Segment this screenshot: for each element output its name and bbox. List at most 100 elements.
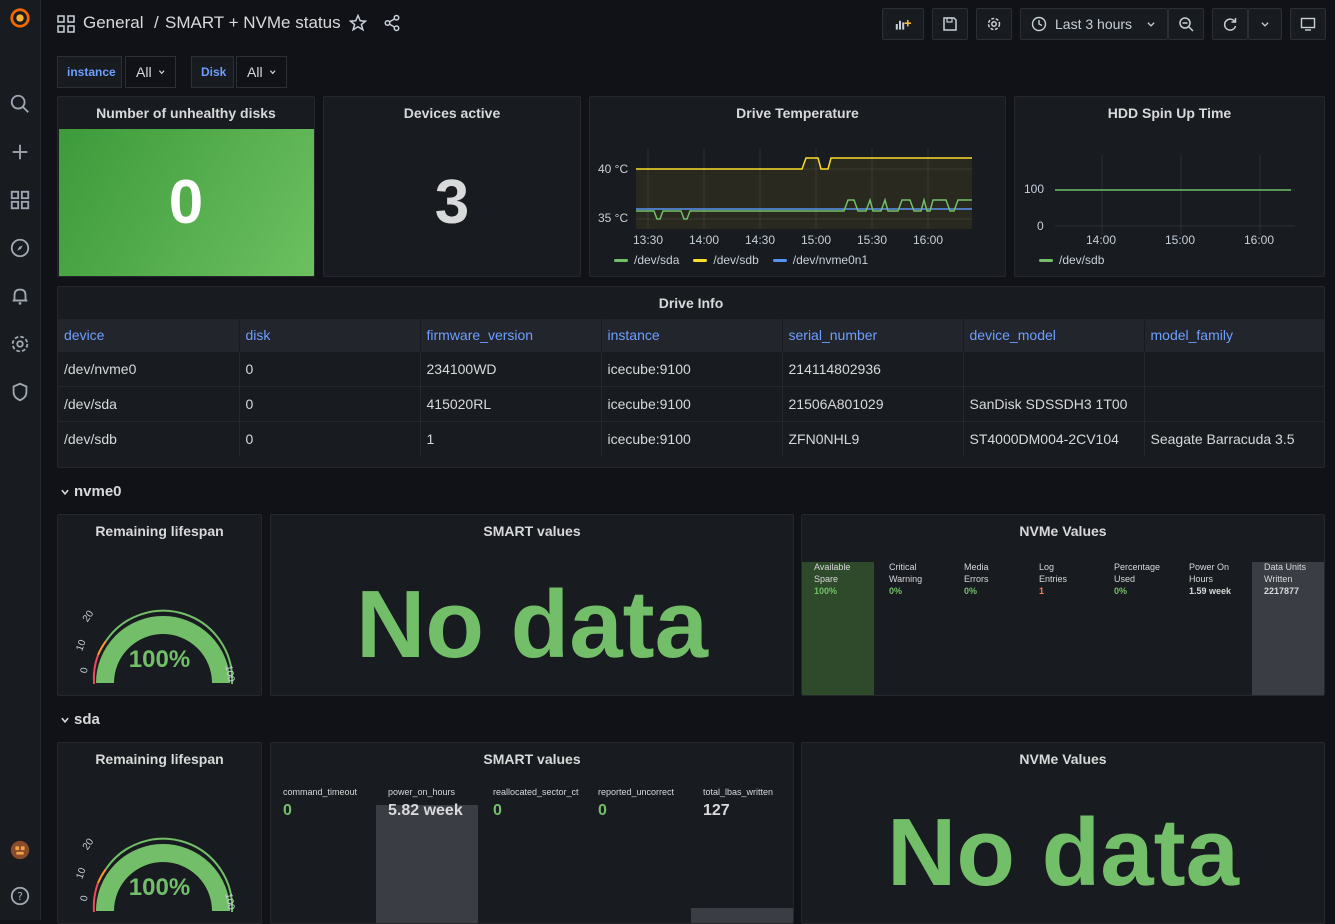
table-cell: ZFN0NHL9 bbox=[782, 420, 964, 456]
settings-gear-icon[interactable] bbox=[4, 328, 36, 360]
var-select-instance[interactable]: All bbox=[125, 56, 176, 88]
table-header-row: device disk firmware_version instance se… bbox=[58, 319, 1324, 351]
chevron-down-icon bbox=[1147, 22, 1155, 27]
x-tick-label: 13:30 bbox=[633, 233, 664, 247]
tv-mode-icon[interactable] bbox=[1290, 8, 1326, 40]
alerting-bell-icon[interactable] bbox=[4, 280, 36, 312]
table-cell: icecube:9100 bbox=[601, 420, 783, 456]
row-collapse-chevron-icon[interactable] bbox=[60, 715, 70, 725]
smart-stat: reallocated_sector_ct 0 bbox=[493, 787, 579, 819]
panel-title: Devices active bbox=[403, 105, 501, 121]
column-header[interactable]: model_family bbox=[1144, 319, 1324, 351]
nvme-stat: Critical Warning 0% bbox=[889, 562, 923, 596]
gauge-fill bbox=[96, 616, 230, 684]
x-axis: 13:30 14:00 14:30 15:00 15:30 16:00 bbox=[630, 233, 990, 249]
time-range-picker[interactable]: Last 3 hours bbox=[1020, 8, 1168, 40]
legend-item[interactable]: /dev/sdb bbox=[693, 253, 759, 267]
top-bar: General / SMART + NVMe status Last 3 hou… bbox=[41, 0, 1335, 48]
user-avatar[interactable] bbox=[4, 834, 36, 866]
smart-stat: total_lbas_written 127 bbox=[703, 787, 774, 819]
gauge bbox=[92, 837, 234, 913]
shield-icon[interactable] bbox=[4, 376, 36, 408]
var-select-disk[interactable]: All bbox=[236, 56, 287, 88]
chevron-down-icon bbox=[158, 70, 165, 75]
column-header[interactable]: device bbox=[58, 319, 240, 351]
column-header[interactable]: device_model bbox=[963, 319, 1145, 351]
panel-title: Number of unhealthy disks bbox=[96, 105, 276, 121]
row-collapse-chevron-icon[interactable] bbox=[60, 487, 70, 497]
y-tick-label: 35 °C bbox=[598, 211, 629, 225]
series-line-sda bbox=[636, 197, 972, 220]
panel-title: Drive Temperature bbox=[736, 105, 859, 121]
table-cell: icecube:9100 bbox=[601, 385, 783, 421]
smart-stat: reported_uncorrect 0 bbox=[598, 787, 675, 819]
grafana-logo-icon[interactable] bbox=[4, 2, 36, 34]
refresh-icon[interactable] bbox=[1212, 8, 1248, 40]
save-icon[interactable] bbox=[932, 8, 968, 40]
panel-remaining-lifespan-sda[interactable]: Remaining lifespan 0 10 20 100 100% bbox=[57, 742, 262, 924]
panel-devices-active[interactable]: Devices active 3 bbox=[323, 96, 581, 277]
panel-drive-temperature[interactable]: Drive Temperature 40 °C 35 °C 13:30 14:0… bbox=[589, 96, 1006, 277]
var-label-disk: Disk bbox=[191, 56, 234, 88]
table-cell: 21506A801029 bbox=[782, 385, 964, 421]
x-tick-label: 14:00 bbox=[689, 233, 720, 247]
y-tick-label: 0 bbox=[1037, 219, 1044, 233]
panel-nvme-values-nvme0[interactable]: NVMe Values Available Spare 100% Critical… bbox=[801, 514, 1325, 696]
column-header[interactable]: instance bbox=[601, 319, 783, 351]
star-icon[interactable] bbox=[348, 13, 368, 37]
share-icon[interactable] bbox=[383, 14, 401, 37]
table-cell: /dev/nvme0 bbox=[58, 350, 240, 386]
row-title-nvme0[interactable]: nvme0 bbox=[74, 483, 122, 500]
table-cell: icecube:9100 bbox=[601, 350, 783, 386]
temperature-plot bbox=[636, 149, 972, 229]
panel-smart-values-sda[interactable]: SMART values command_timeout 0 power_on_h… bbox=[270, 742, 794, 924]
panel-smart-values-nvme0[interactable]: SMART values No data bbox=[270, 514, 794, 696]
table-cell: 0 bbox=[239, 420, 421, 456]
refresh-interval-dropdown[interactable] bbox=[1248, 8, 1282, 40]
gauge-value: 100% bbox=[128, 874, 191, 901]
table-cell: SanDisk SDSSDH3 1T00 bbox=[963, 385, 1145, 421]
add-panel-button[interactable] bbox=[882, 8, 924, 40]
panel-remaining-lifespan-nvme0[interactable]: Remaining lifespan 0 10 20 100 100% bbox=[57, 514, 262, 696]
x-tick-label: 15:30 bbox=[857, 233, 888, 247]
var-value-disk: All bbox=[247, 64, 263, 80]
y-tick-label: 40 °C bbox=[598, 162, 629, 176]
legend-item[interactable]: /dev/sdb bbox=[1039, 253, 1104, 267]
column-header[interactable]: firmware_version bbox=[420, 319, 602, 351]
panel-title: SMART values bbox=[483, 751, 581, 767]
panel-title: Remaining lifespan bbox=[95, 751, 224, 767]
column-header[interactable]: disk bbox=[239, 319, 421, 351]
plus-icon[interactable] bbox=[4, 136, 36, 168]
breadcrumb-folder[interactable]: General bbox=[83, 13, 144, 32]
table-cell: ST4000DM004-2CV104 bbox=[963, 420, 1145, 456]
row-title-sda[interactable]: sda bbox=[74, 711, 100, 728]
panel-hdd-spin-up-time[interactable]: HDD Spin Up Time 100 0 14:00 15:00 16:00… bbox=[1014, 96, 1325, 277]
column-header[interactable]: serial_number bbox=[782, 319, 964, 351]
page-title[interactable]: SMART + NVMe status bbox=[165, 13, 341, 32]
table-cell: 0 bbox=[239, 350, 421, 386]
panel-unhealthy-disks[interactable]: Number of unhealthy disks 0 bbox=[57, 96, 315, 277]
legend-item[interactable]: /dev/nvme0n1 bbox=[772, 253, 868, 267]
var-value-instance: All bbox=[136, 64, 152, 80]
chevron-down-icon bbox=[269, 70, 276, 75]
help-icon[interactable]: ? bbox=[4, 880, 36, 912]
dashboards-icon[interactable] bbox=[4, 184, 36, 216]
table-cell: /dev/sda bbox=[58, 385, 240, 421]
panel-drive-info[interactable]: Drive Info device disk firmware_version … bbox=[57, 286, 1325, 468]
table-cell: 234100WD bbox=[420, 350, 602, 386]
explore-compass-icon[interactable] bbox=[4, 232, 36, 264]
stat-value: 3 bbox=[434, 168, 470, 237]
legend-item[interactable]: /dev/sda bbox=[614, 253, 679, 267]
panel-nvme-values-sda[interactable]: NVMe Values No data bbox=[801, 742, 1325, 924]
table-cell: /dev/sdb bbox=[58, 420, 240, 456]
dashboard-settings-icon[interactable] bbox=[976, 8, 1012, 40]
gauge-value: 100% bbox=[128, 646, 191, 673]
table-cell: 0 bbox=[239, 385, 421, 421]
search-icon[interactable] bbox=[4, 88, 36, 120]
series-line-sdb bbox=[636, 157, 972, 170]
nvme-stat: Power On Hours 1.59 week bbox=[1189, 562, 1232, 596]
x-tick-label: 15:00 bbox=[801, 233, 832, 247]
panel-title: NVMe Values bbox=[1019, 751, 1107, 767]
zoom-out-icon[interactable] bbox=[1168, 8, 1204, 40]
panel-title: Remaining lifespan bbox=[95, 523, 224, 539]
